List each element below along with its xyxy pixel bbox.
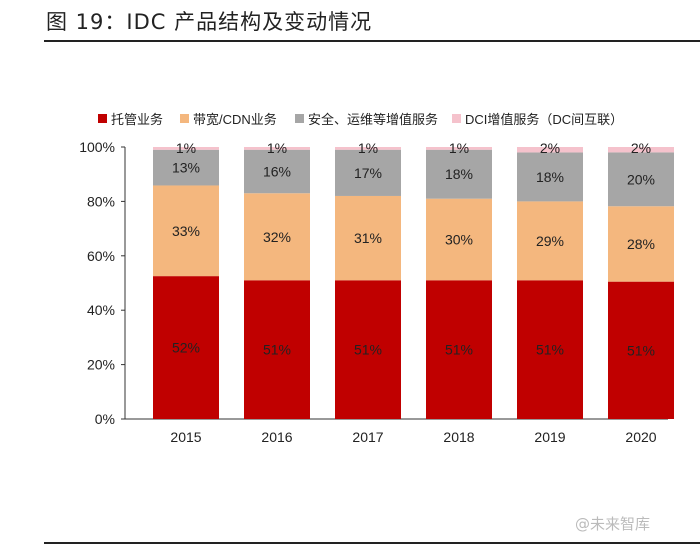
legend-label: DCI增值服务（DC间互联） xyxy=(465,112,623,127)
bar-segment xyxy=(153,276,219,419)
y-tick-label: 100% xyxy=(79,139,115,155)
legend-swatch xyxy=(295,114,304,123)
data-label: 1% xyxy=(176,140,196,156)
bar-segment xyxy=(517,280,583,419)
y-tick-label: 0% xyxy=(95,411,115,427)
data-label: 16% xyxy=(263,163,291,179)
x-tick-label: 2016 xyxy=(261,429,292,445)
bar-segment xyxy=(335,147,401,150)
figure-title: 图 19：IDC 产品结构及变动情况 xyxy=(46,10,373,34)
y-tick-label: 80% xyxy=(87,193,115,209)
bar-segment xyxy=(517,147,583,153)
data-label: 20% xyxy=(627,171,655,187)
data-label: 28% xyxy=(627,236,655,252)
data-label: 1% xyxy=(358,140,378,156)
data-label: 33% xyxy=(172,223,200,239)
y-tick-label: 20% xyxy=(87,357,115,373)
data-label: 2% xyxy=(631,140,651,156)
x-tick-label: 2018 xyxy=(443,429,474,445)
bar-segment xyxy=(426,280,492,419)
bar-segment xyxy=(153,185,219,277)
legend-label: 带宽/CDN业务 xyxy=(193,112,277,127)
data-label: 2% xyxy=(540,140,560,156)
y-tick-label: 60% xyxy=(87,248,115,264)
legend-swatch xyxy=(452,114,461,123)
x-tick-label: 2020 xyxy=(625,429,656,445)
data-label: 51% xyxy=(445,342,473,358)
data-label: 31% xyxy=(354,230,382,246)
bar-segment xyxy=(244,193,310,281)
bar-segment xyxy=(426,147,492,150)
data-label: 17% xyxy=(354,165,382,181)
bottom-rule xyxy=(44,542,700,544)
bar-segment xyxy=(517,201,583,281)
legend-label: 托管业务 xyxy=(111,112,163,127)
data-label: 51% xyxy=(536,342,564,358)
data-label: 51% xyxy=(354,342,382,358)
bar-segment xyxy=(335,280,401,419)
top-rule xyxy=(44,40,700,42)
bar-segment xyxy=(608,147,674,153)
data-label: 32% xyxy=(263,229,291,245)
bar-segment xyxy=(517,152,583,202)
data-label: 13% xyxy=(172,160,200,176)
data-label: 51% xyxy=(263,342,291,358)
y-tick-label: 40% xyxy=(87,302,115,318)
bar-segment xyxy=(608,152,674,207)
data-label: 29% xyxy=(536,233,564,249)
watermark: @未来智库 xyxy=(575,515,651,533)
bar-segment xyxy=(153,147,219,150)
data-label: 1% xyxy=(449,140,469,156)
bar-segment xyxy=(608,206,674,282)
legend-label: 安全、运维等增值服务 xyxy=(308,112,438,127)
data-label: 30% xyxy=(445,231,473,247)
bar-segment xyxy=(608,281,674,419)
data-label: 52% xyxy=(172,340,200,356)
legend-swatch xyxy=(180,114,189,123)
data-label: 18% xyxy=(445,166,473,182)
x-tick-label: 2015 xyxy=(170,429,201,445)
bar-segment xyxy=(426,149,492,199)
bar-segment xyxy=(244,147,310,150)
bar-segment xyxy=(244,149,310,194)
data-label: 1% xyxy=(267,140,287,156)
bar-segment xyxy=(335,195,401,281)
x-tick-label: 2017 xyxy=(352,429,383,445)
bar-segment xyxy=(335,149,401,196)
legend-swatch xyxy=(98,114,107,123)
bar-segment xyxy=(426,198,492,281)
bar-segment xyxy=(244,280,310,419)
bar-segment xyxy=(153,149,219,186)
data-label: 18% xyxy=(536,169,564,185)
x-tick-label: 2019 xyxy=(534,429,565,445)
data-label: 51% xyxy=(627,342,655,358)
